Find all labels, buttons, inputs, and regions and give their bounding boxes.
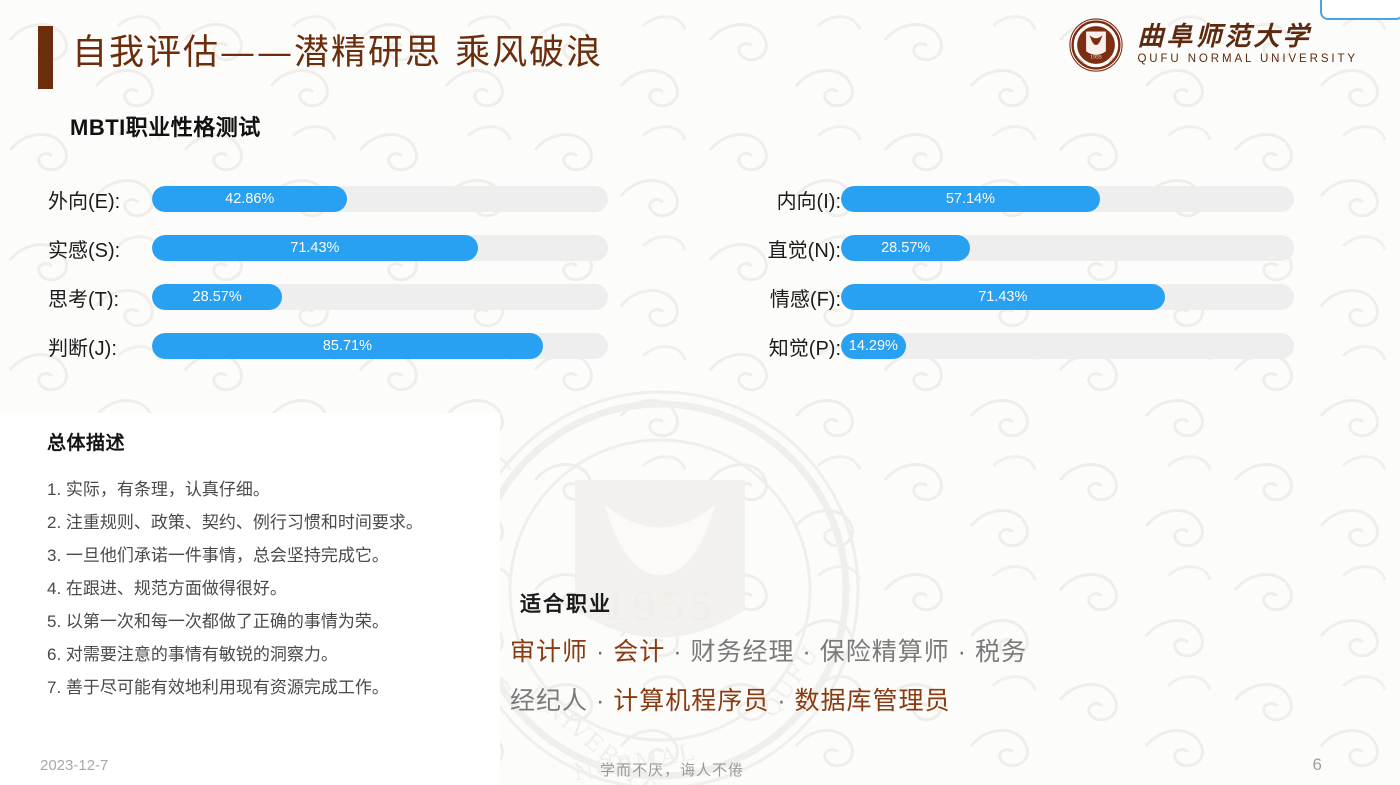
university-logo: 1955 QUFU UNIVERSITY 曲阜师范大学 QUFU NORMAL … xyxy=(1069,18,1358,72)
mbti-bar-value: 28.57% xyxy=(881,240,931,256)
description-title: 总体描述 xyxy=(47,433,126,454)
title-accent-bar xyxy=(38,26,53,89)
mbti-bar-track: 28.57% xyxy=(152,284,608,310)
career-item: 税务经纪人 xyxy=(510,638,1027,715)
description-item: 1. 实际，有条理，认真仔细。 xyxy=(47,480,270,499)
careers-list: 审计师 · 会计 · 财务经理 · 保险精算师 · 税务经纪人 · 计算机程序员… xyxy=(510,628,1050,726)
mbti-bar-fill: 28.57% xyxy=(841,235,971,261)
mbti-bar-label: 实感(S): xyxy=(48,239,121,262)
description-item: 7. 善于尽可能有效地利用现有资源完成工作。 xyxy=(47,678,389,697)
career-separator: · xyxy=(665,638,691,666)
mbti-bar-value: 42.86% xyxy=(225,191,275,207)
career-item: 计算机程序员 xyxy=(613,687,770,715)
mbti-bar-track: 14.29% xyxy=(841,333,1294,359)
description-item: 2. 注重规则、政策、契约、例行习惯和时间要求。 xyxy=(47,513,423,532)
mbti-bar-column-right: 内向(I): 57.14% 直觉(N): 28.57% 情感(F): 71.43% 知觉(P… xyxy=(737,185,1294,381)
mbti-bar-row: 内向(I): 57.14% xyxy=(737,185,1294,213)
footer-motto: 学而不厌，诲人不倦 xyxy=(600,762,745,779)
mbti-bar-track: 71.43% xyxy=(841,284,1294,310)
mbti-bar-row: 判断(J): 85.71% xyxy=(48,332,608,360)
mbti-bar-row: 知觉(P): 14.29% xyxy=(737,332,1294,360)
mbti-bar-fill: 14.29% xyxy=(841,333,906,359)
description-item: 3. 一旦他们承诺一件事情，总会坚持完成它。 xyxy=(47,546,389,565)
mbti-bar-row: 直觉(N): 28.57% xyxy=(737,234,1294,262)
mbti-bar-track: 57.14% xyxy=(841,186,1294,212)
mbti-bar-value: 85.71% xyxy=(322,338,372,354)
mbti-bar-value: 71.43% xyxy=(290,240,340,256)
mbti-bar-value: 28.57% xyxy=(192,289,242,305)
mbti-section-heading: MBTI职业性格测试 xyxy=(70,115,261,140)
mbti-bar-label: 直觉(N): xyxy=(767,239,841,262)
corner-blue-artifact xyxy=(1320,0,1400,20)
mbti-bar-fill: 42.86% xyxy=(152,186,348,212)
career-separator: · xyxy=(949,638,975,666)
description-item: 6. 对需要注意的事情有敏锐的洞察力。 xyxy=(47,645,338,664)
footer-date: 2023-12-7 xyxy=(40,757,109,774)
university-name-en: QUFU NORMAL UNIVERSITY xyxy=(1137,53,1358,66)
mbti-bar-track: 71.43% xyxy=(152,235,608,261)
mbti-bar-row: 外向(E): 42.86% xyxy=(48,185,608,213)
svg-text:1955: 1955 xyxy=(604,585,717,629)
slide-header: 自我评估——潜精研思 乘风破浪 1955 QUFU UNIVERSITY 曲阜师… xyxy=(0,0,1400,100)
mbti-bar-label: 外向(E): xyxy=(48,190,121,213)
career-item: 会计 xyxy=(613,638,666,666)
mbti-bar-label: 思考(T): xyxy=(48,288,120,311)
career-separator: · xyxy=(588,687,614,715)
mbti-bar-track: 42.86% xyxy=(152,186,608,212)
mbti-bar-row: 情感(F): 71.43% xyxy=(737,283,1294,311)
mbti-bar-fill: 85.71% xyxy=(152,333,543,359)
footer-page-number: 6 xyxy=(1312,755,1322,774)
mbti-bar-label: 内向(I): xyxy=(776,190,841,213)
university-name-cn: 曲阜师范大学 xyxy=(1137,22,1312,53)
description-item: 4. 在跟进、规范方面做得很好。 xyxy=(47,579,287,598)
mbti-bar-label: 情感(F): xyxy=(769,288,841,311)
svg-text:QUFU: QUFU xyxy=(1109,55,1117,64)
mbti-bar-label: 知觉(P): xyxy=(768,337,841,360)
careers-title: 适合职业 xyxy=(520,593,612,616)
mbti-bar-value: 14.29% xyxy=(848,338,898,354)
mbti-bar-row: 思考(T): 28.57% xyxy=(48,283,608,311)
description-list: 1. 实际，有条理，认真仔细。 2. 注重规则、政策、契约、例行习惯和时间要求。 3… xyxy=(47,473,497,704)
career-item: 审计师 xyxy=(510,638,589,666)
page-title: 自我评估——潜精研思 乘风破浪 xyxy=(72,33,604,73)
mbti-bar-label: 判断(J): xyxy=(48,337,117,360)
mbti-bar-column-left: 外向(E): 42.86% 实感(S): 71.43% 思考(T): 28.57% 判断(J… xyxy=(48,185,608,381)
description-panel xyxy=(0,413,500,785)
mbti-bar-value: 57.14% xyxy=(945,191,996,207)
mbti-bar-track: 28.57% xyxy=(841,235,1294,261)
mbti-bar-fill: 57.14% xyxy=(841,186,1100,212)
career-separator: · xyxy=(588,638,614,666)
career-item: 数据库管理员 xyxy=(794,687,951,715)
description-item: 5. 以第一次和每一次都做了正确的事情为荣。 xyxy=(47,612,389,631)
mbti-bar-track: 85.71% xyxy=(152,333,608,359)
career-item: 财务经理 xyxy=(690,638,795,666)
career-item: 保险精算师 xyxy=(819,638,950,666)
mbti-bar-row: 实感(S): 71.43% xyxy=(48,234,608,262)
university-logo-text: 曲阜师范大学 QUFU NORMAL UNIVERSITY xyxy=(1137,24,1358,66)
university-seal-icon: 1955 QUFU UNIVERSITY xyxy=(1069,18,1124,72)
svg-text:1955: 1955 xyxy=(1091,55,1103,61)
mbti-bar-fill: 71.43% xyxy=(152,235,478,261)
career-separator: · xyxy=(794,638,820,666)
career-separator: · xyxy=(769,687,795,715)
mbti-bar-fill: 28.57% xyxy=(152,284,283,310)
mbti-bar-value: 71.43% xyxy=(978,289,1028,305)
mbti-bar-fill: 71.43% xyxy=(841,284,1165,310)
